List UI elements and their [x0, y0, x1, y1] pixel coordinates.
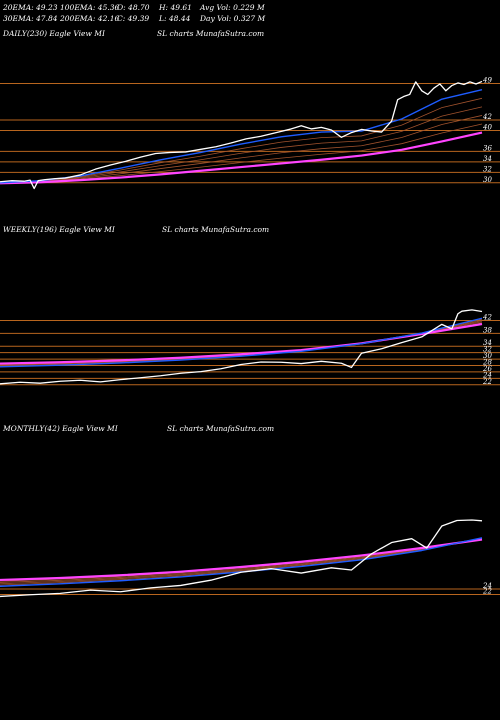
- monthly-price-line: [0, 519, 483, 598]
- monthly-level-label: 24: [482, 582, 492, 590]
- weekly-level-label: 30: [483, 352, 492, 360]
- daily-level-label: 40: [482, 124, 492, 132]
- close-stat: C: 49.39: [117, 14, 150, 23]
- weekly-level-label: 32: [483, 346, 492, 354]
- daily-source: SL charts MunafaSutra.com: [157, 29, 265, 38]
- weekly-level-label: 42: [482, 314, 492, 322]
- monthly-ema-band: [0, 538, 483, 582]
- weekly-ema-slow-line: [0, 322, 483, 365]
- monthly-panel: MONTHLY(42) Eagle View MI SL charts Muna…: [0, 420, 500, 720]
- weekly-level-label: 22: [482, 378, 492, 386]
- weekly-title: WEEKLY(196) Eagle View MI: [3, 225, 115, 234]
- daily-chart: 49 42 40 36 34 32 30: [0, 76, 500, 190]
- monthly-ema-band: [0, 538, 483, 585]
- daily-level-label: 49: [482, 76, 492, 84]
- ema200-stat: 200EMA: 42.16: [60, 14, 120, 23]
- weekly-ema-band: [0, 322, 483, 365]
- daily-ema-fast-line: [0, 89, 483, 184]
- high-stat: H: 49.61: [159, 3, 192, 12]
- monthly-level-label: 22: [482, 588, 492, 596]
- ema20-stat: 20EMA: 49.23: [3, 3, 58, 12]
- daily-ema-band: [0, 97, 483, 184]
- weekly-level-label: 24: [482, 371, 492, 379]
- daily-ema-band: [0, 106, 483, 184]
- daily-level-label: 32: [483, 165, 492, 173]
- weekly-level-label: 26: [482, 365, 492, 373]
- daily-ema-band: [0, 115, 483, 184]
- daily-title: DAILY(230) Eagle View MI: [3, 29, 105, 38]
- weekly-level-label: 28: [482, 359, 492, 367]
- monthly-source: SL charts MunafaSutra.com: [167, 424, 275, 433]
- monthly-ema-slow-line: [0, 538, 483, 582]
- daily-level-label: 30: [483, 176, 492, 184]
- ema100-stat: 100EMA: 45.36: [60, 3, 120, 12]
- indicator-header: 20EMA: 49.23 100EMA: 45.36 O: 48.70 H: 4…: [0, 0, 500, 28]
- weekly-level-label: 34: [483, 339, 492, 347]
- avg-vol-stat: Avg Vol: 0.229 M: [200, 3, 265, 12]
- weekly-level-label: 38: [483, 326, 492, 334]
- day-vol-stat: Day Vol: 0.327 M: [200, 14, 266, 23]
- monthly-title: MONTHLY(42) Eagle View MI: [3, 424, 118, 433]
- daily-level-label: 42: [482, 113, 492, 121]
- daily-level-label: 36: [483, 144, 492, 152]
- ema30-stat: 30EMA: 47.84: [3, 14, 58, 23]
- monthly-ema-band: [0, 538, 483, 583]
- weekly-source: SL charts MunafaSutra.com: [162, 225, 270, 234]
- open-stat: O: 48.70: [117, 3, 150, 12]
- daily-ema-slow-line: [0, 131, 483, 185]
- weekly-price-line: [0, 309, 483, 385]
- weekly-panel: WEEKLY(196) Eagle View MI SL charts Muna…: [0, 225, 500, 420]
- weekly-ema-fast-line: [0, 317, 483, 368]
- daily-level-label: 34: [483, 155, 492, 163]
- weekly-ema-band: [0, 321, 483, 366]
- daily-price-line: [0, 80, 483, 190]
- daily-panel: DAILY(230) Eagle View MI SL charts Munaf…: [0, 28, 500, 228]
- low-stat: L: 48.44: [159, 14, 191, 23]
